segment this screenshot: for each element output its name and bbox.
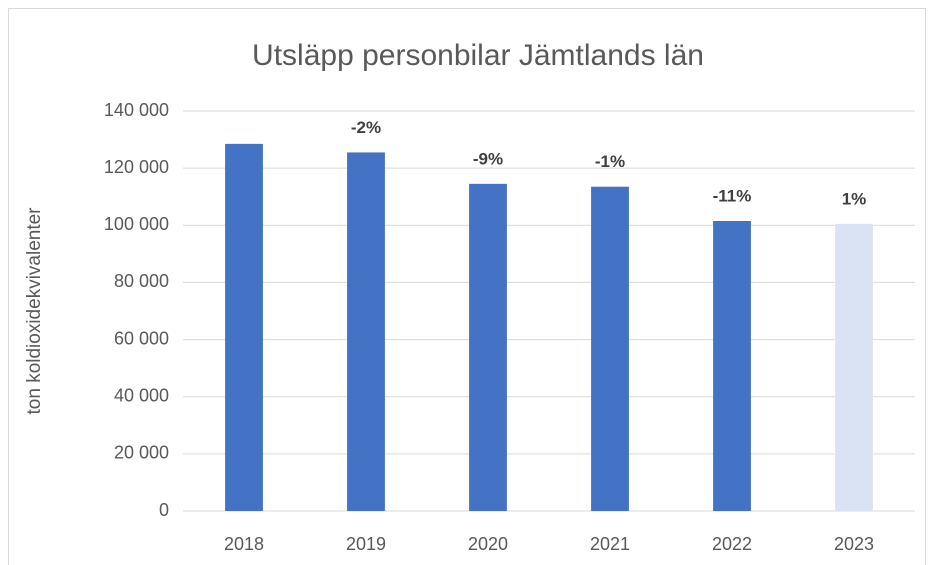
bar-label: 1% (842, 189, 867, 208)
x-tick-label: 2020 (468, 534, 508, 554)
y-axis-label: ton koldioxidekvivalenter (24, 207, 45, 415)
x-tick-label: 2021 (590, 534, 630, 554)
bar (713, 221, 751, 511)
bar (469, 183, 507, 511)
x-tick-label: 2022 (712, 534, 752, 554)
bar-label: -9% (473, 149, 503, 168)
y-tick-label: 60 000 (114, 328, 169, 348)
bar-label: -2% (351, 118, 381, 137)
bar (835, 223, 873, 511)
bar (591, 186, 629, 511)
y-tick-label: 40 000 (114, 385, 169, 405)
y-tick-label: 0 (159, 500, 169, 520)
y-tick-label: 120 000 (104, 157, 169, 177)
chart-title: Utsläpp personbilar Jämtlands län (252, 39, 704, 72)
bar (225, 143, 263, 511)
chart-border (8, 8, 926, 565)
bar-label: -11% (713, 186, 752, 205)
x-tick-label: 2023 (834, 534, 874, 554)
x-tick-label: 2018 (224, 534, 264, 554)
x-tick-label: 2019 (346, 534, 386, 554)
y-tick-label: 140 000 (104, 100, 169, 120)
y-tick-label: 100 000 (104, 214, 169, 234)
y-tick-label: 20 000 (114, 443, 169, 463)
bar-label: -1% (595, 152, 625, 171)
y-tick-label: 80 000 (114, 271, 169, 291)
bar (347, 152, 385, 511)
